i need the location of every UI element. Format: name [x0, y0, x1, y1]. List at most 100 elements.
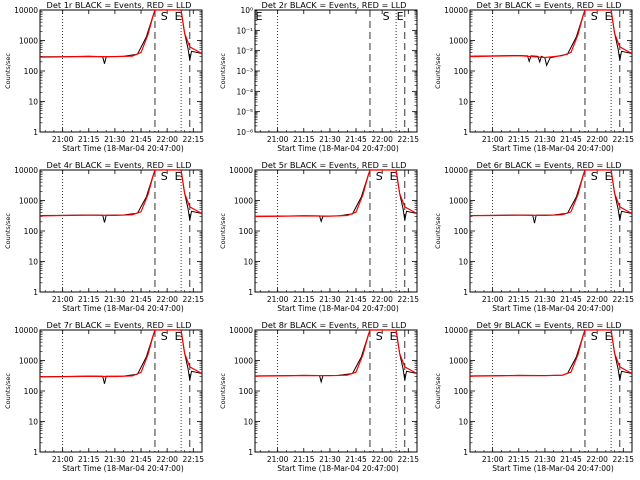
y-tick-label: 10 [28, 98, 38, 107]
lld-series-line [255, 330, 417, 377]
y-tick-label: 1000 [19, 197, 38, 206]
panel-title: Det 6r BLACK = Events, RED = LLD [477, 160, 622, 170]
y-tick-label: 1 [33, 288, 38, 297]
y-tick-label: 10000 [229, 326, 253, 335]
x-tick-label: 21:15 [78, 455, 100, 464]
y-axis-label: Counts/sec [434, 213, 442, 249]
panel-title: Det 2r BLACK = Events, RED = LLD [262, 0, 407, 10]
x-tick-label: 21:00 [482, 295, 504, 304]
plot-frame [469, 9, 633, 133]
x-tick-label: 21:45 [560, 295, 582, 304]
plot-frame [39, 9, 203, 133]
x-tick-label: 22:15 [612, 455, 634, 464]
x-tick-label: 22:15 [182, 455, 204, 464]
x-tick-label: 21:15 [508, 455, 530, 464]
x-tick-label: 22:00 [156, 295, 178, 304]
y-tick-label: 10 [243, 258, 253, 267]
y-axis-label: Counts/sec [4, 53, 12, 89]
x-tick-label: 21:00 [267, 455, 289, 464]
y-tick-label: 100 [24, 67, 39, 76]
x-tick-label: 21:45 [560, 135, 582, 144]
marker-label-e: E [605, 170, 612, 183]
x-tick-label: 21:30 [534, 295, 556, 304]
y-tick-label: 10 [28, 418, 38, 427]
panel-title: Det 3r BLACK = Events, RED = LLD [477, 0, 622, 10]
y-tick-label: 10⁰ [240, 6, 253, 15]
marker-label-s: S [161, 170, 168, 183]
x-axis-label: Start Time (18-Mar-04 20:47:00) [492, 144, 614, 153]
panel-det-5r: Det 5r BLACK = Events, RED = LLD 1 10 100 10… [219, 160, 419, 313]
y-tick-label: 100 [454, 67, 469, 76]
y-tick-label: 10⁻⁶ [236, 128, 253, 137]
y-tick-label: 10000 [14, 6, 38, 15]
x-axis-label: Start Time (18-Mar-04 20:47:00) [277, 464, 399, 473]
plot-frame [469, 169, 633, 293]
marker-label-s: S [591, 10, 598, 23]
x-tick-label: 22:15 [612, 295, 634, 304]
x-tick-label: 21:45 [130, 455, 152, 464]
x-tick-label: 21:15 [78, 295, 100, 304]
y-tick-label: 1 [33, 448, 38, 457]
x-tick-label: 21:00 [482, 455, 504, 464]
lld-series-line [470, 10, 632, 59]
x-tick-label: 21:30 [104, 295, 126, 304]
y-tick-label: 10000 [229, 166, 253, 175]
y-tick-label: 1000 [19, 357, 38, 366]
panel-det-7r: Det 7r BLACK = Events, RED = LLD 1 10 100 10… [4, 320, 204, 473]
y-tick-label: 1000 [449, 37, 468, 46]
marker-label-s: S [591, 330, 598, 343]
y-axis-label: Counts/sec [219, 373, 227, 409]
x-tick-label: 21:45 [345, 135, 367, 144]
x-tick-label: 21:00 [52, 135, 74, 144]
x-tick-label: 21:15 [508, 135, 530, 144]
x-tick-label: 21:30 [534, 135, 556, 144]
marker-label-e: E [175, 10, 182, 23]
y-tick-label: 100 [454, 387, 469, 396]
panel-det-1r: Det 1r BLACK = Events, RED = LLD 1 10 100 10… [4, 0, 204, 153]
lld-series-line [470, 330, 632, 377]
marker-label-e: E [605, 10, 612, 23]
x-tick-label: 21:00 [52, 455, 74, 464]
y-tick-label: 10 [243, 418, 253, 427]
y-tick-label: 1000 [234, 197, 253, 206]
x-tick-label: 22:00 [586, 455, 608, 464]
lld-series-line [470, 170, 632, 217]
x-tick-label: 22:15 [182, 135, 204, 144]
x-axis-label: Start Time (18-Mar-04 20:47:00) [277, 304, 399, 313]
x-tick-label: 22:00 [156, 135, 178, 144]
x-axis-label: Start Time (18-Mar-04 20:47:00) [492, 464, 614, 473]
y-tick-label: 1 [463, 128, 468, 137]
x-tick-label: 21:15 [293, 135, 315, 144]
y-tick-label: 100 [239, 387, 254, 396]
x-axis-label: Start Time (18-Mar-04 20:47:00) [62, 144, 184, 153]
x-tick-label: 22:00 [156, 455, 178, 464]
y-tick-label: 1 [33, 128, 38, 137]
lld-series-line [40, 10, 202, 58]
lld-series-line [255, 170, 417, 218]
x-tick-label: 21:15 [293, 295, 315, 304]
marker-label-e: E [390, 330, 397, 343]
x-axis-label: Start Time (18-Mar-04 20:47:00) [277, 144, 399, 153]
y-tick-label: 10000 [444, 326, 468, 335]
x-tick-label: 22:15 [612, 135, 634, 144]
y-tick-label: 100 [239, 227, 254, 236]
y-axis-label: Counts/sec [4, 373, 12, 409]
marker-label-s: S [376, 170, 383, 183]
y-tick-label: 10000 [14, 326, 38, 335]
y-tick-label: 1 [248, 288, 253, 297]
x-tick-label: 22:15 [397, 295, 419, 304]
y-tick-label: 10 [28, 258, 38, 267]
x-tick-label: 21:45 [345, 295, 367, 304]
panel-det-6r: Det 6r BLACK = Events, RED = LLD 1 10 100 10… [434, 160, 634, 313]
panel-title: Det 4r BLACK = Events, RED = LLD [47, 160, 192, 170]
panel-det-4r: Det 4r BLACK = Events, RED = LLD 1 10 100 10… [4, 160, 204, 313]
marker-label-s: S [161, 10, 168, 23]
marker-label-e: E [175, 170, 182, 183]
marker-label-e: E [605, 330, 612, 343]
marker-label-e: E [397, 10, 404, 23]
x-tick-label: 21:45 [130, 295, 152, 304]
marker-label-e: E [175, 330, 182, 343]
y-axis-label: Counts/sec [434, 53, 442, 89]
x-tick-label: 21:15 [508, 295, 530, 304]
